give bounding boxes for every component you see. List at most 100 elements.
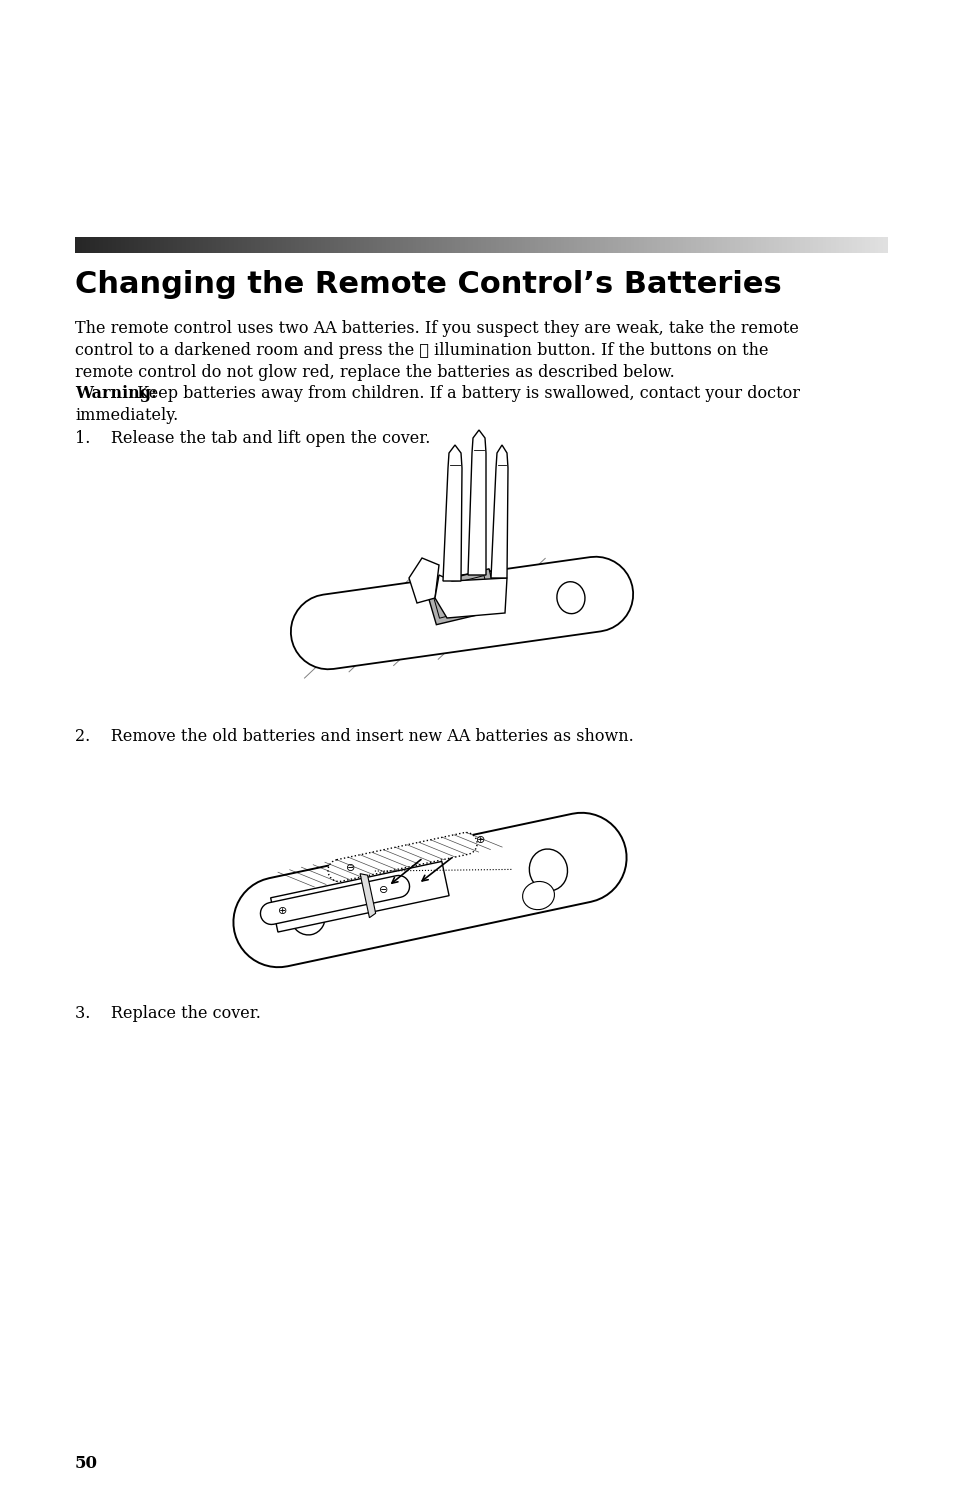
Bar [738, 237, 740, 254]
Ellipse shape [290, 897, 325, 934]
Bar [239, 237, 241, 254]
Bar [775, 237, 777, 254]
Bar [380, 237, 382, 254]
Bar [862, 237, 863, 254]
Bar [767, 237, 769, 254]
Bar [434, 237, 436, 254]
Bar [720, 237, 721, 254]
Bar [454, 237, 456, 254]
Bar [544, 237, 546, 254]
Bar [219, 237, 222, 254]
Bar [117, 237, 119, 254]
Text: 3.    Replace the cover.: 3. Replace the cover. [75, 1005, 260, 1022]
Bar [221, 237, 223, 254]
Bar [637, 237, 639, 254]
Bar [565, 237, 568, 254]
Bar [174, 237, 176, 254]
Bar [848, 237, 850, 254]
Bar [76, 237, 79, 254]
Bar [551, 237, 553, 254]
Bar [180, 237, 183, 254]
Bar [78, 237, 80, 254]
Text: 50: 50 [75, 1455, 98, 1472]
Bar [295, 237, 298, 254]
Bar [184, 237, 186, 254]
Bar [461, 237, 463, 254]
Polygon shape [442, 446, 461, 580]
Bar [705, 237, 707, 254]
Bar [274, 237, 276, 254]
Bar [148, 237, 151, 254]
Bar [585, 237, 587, 254]
Bar [676, 237, 678, 254]
Bar [631, 237, 633, 254]
Bar [496, 237, 497, 254]
Bar [433, 237, 435, 254]
Bar [94, 237, 96, 254]
Bar [811, 237, 813, 254]
Bar [862, 237, 864, 254]
Bar [564, 237, 566, 254]
Bar [491, 237, 493, 254]
Bar [639, 237, 640, 254]
Bar [731, 237, 733, 254]
Bar [510, 237, 513, 254]
Bar [291, 237, 294, 254]
Bar [781, 237, 783, 254]
Bar [867, 237, 870, 254]
Bar [700, 237, 702, 254]
Bar [306, 237, 308, 254]
Bar [187, 237, 189, 254]
Bar [186, 237, 188, 254]
Bar [878, 237, 880, 254]
Bar [168, 237, 170, 254]
Polygon shape [260, 876, 409, 924]
Bar [691, 237, 693, 254]
Bar [392, 237, 394, 254]
Bar [562, 237, 564, 254]
Bar [520, 237, 522, 254]
Polygon shape [291, 556, 633, 669]
Polygon shape [271, 861, 449, 932]
Bar [223, 237, 225, 254]
Bar [159, 237, 161, 254]
Bar [323, 237, 326, 254]
Bar [760, 237, 762, 254]
Bar [390, 237, 392, 254]
Bar [465, 237, 467, 254]
Bar [140, 237, 142, 254]
Bar [135, 237, 137, 254]
Bar [355, 237, 356, 254]
Bar [650, 237, 652, 254]
Bar [440, 237, 442, 254]
Bar [476, 237, 478, 254]
Bar [692, 237, 695, 254]
Bar [257, 237, 259, 254]
Text: remote control do not glow red, replace the batteries as described below.: remote control do not glow red, replace … [75, 364, 674, 381]
Bar [202, 237, 204, 254]
Bar [132, 237, 133, 254]
Bar [410, 237, 412, 254]
Bar [272, 237, 274, 254]
Bar [620, 237, 623, 254]
Bar [840, 237, 842, 254]
Bar [699, 237, 700, 254]
Polygon shape [359, 873, 375, 918]
Bar [728, 237, 730, 254]
Bar [274, 237, 275, 254]
Bar [408, 237, 410, 254]
Bar [885, 237, 887, 254]
Bar [546, 237, 548, 254]
Bar [872, 237, 875, 254]
Bar [330, 237, 332, 254]
Bar [834, 237, 836, 254]
Bar [242, 237, 244, 254]
Bar [369, 237, 371, 254]
Polygon shape [424, 568, 498, 624]
Bar [597, 237, 598, 254]
Bar [860, 237, 862, 254]
Bar [664, 237, 667, 254]
Bar [779, 237, 781, 254]
Bar [416, 237, 418, 254]
Bar [463, 237, 465, 254]
